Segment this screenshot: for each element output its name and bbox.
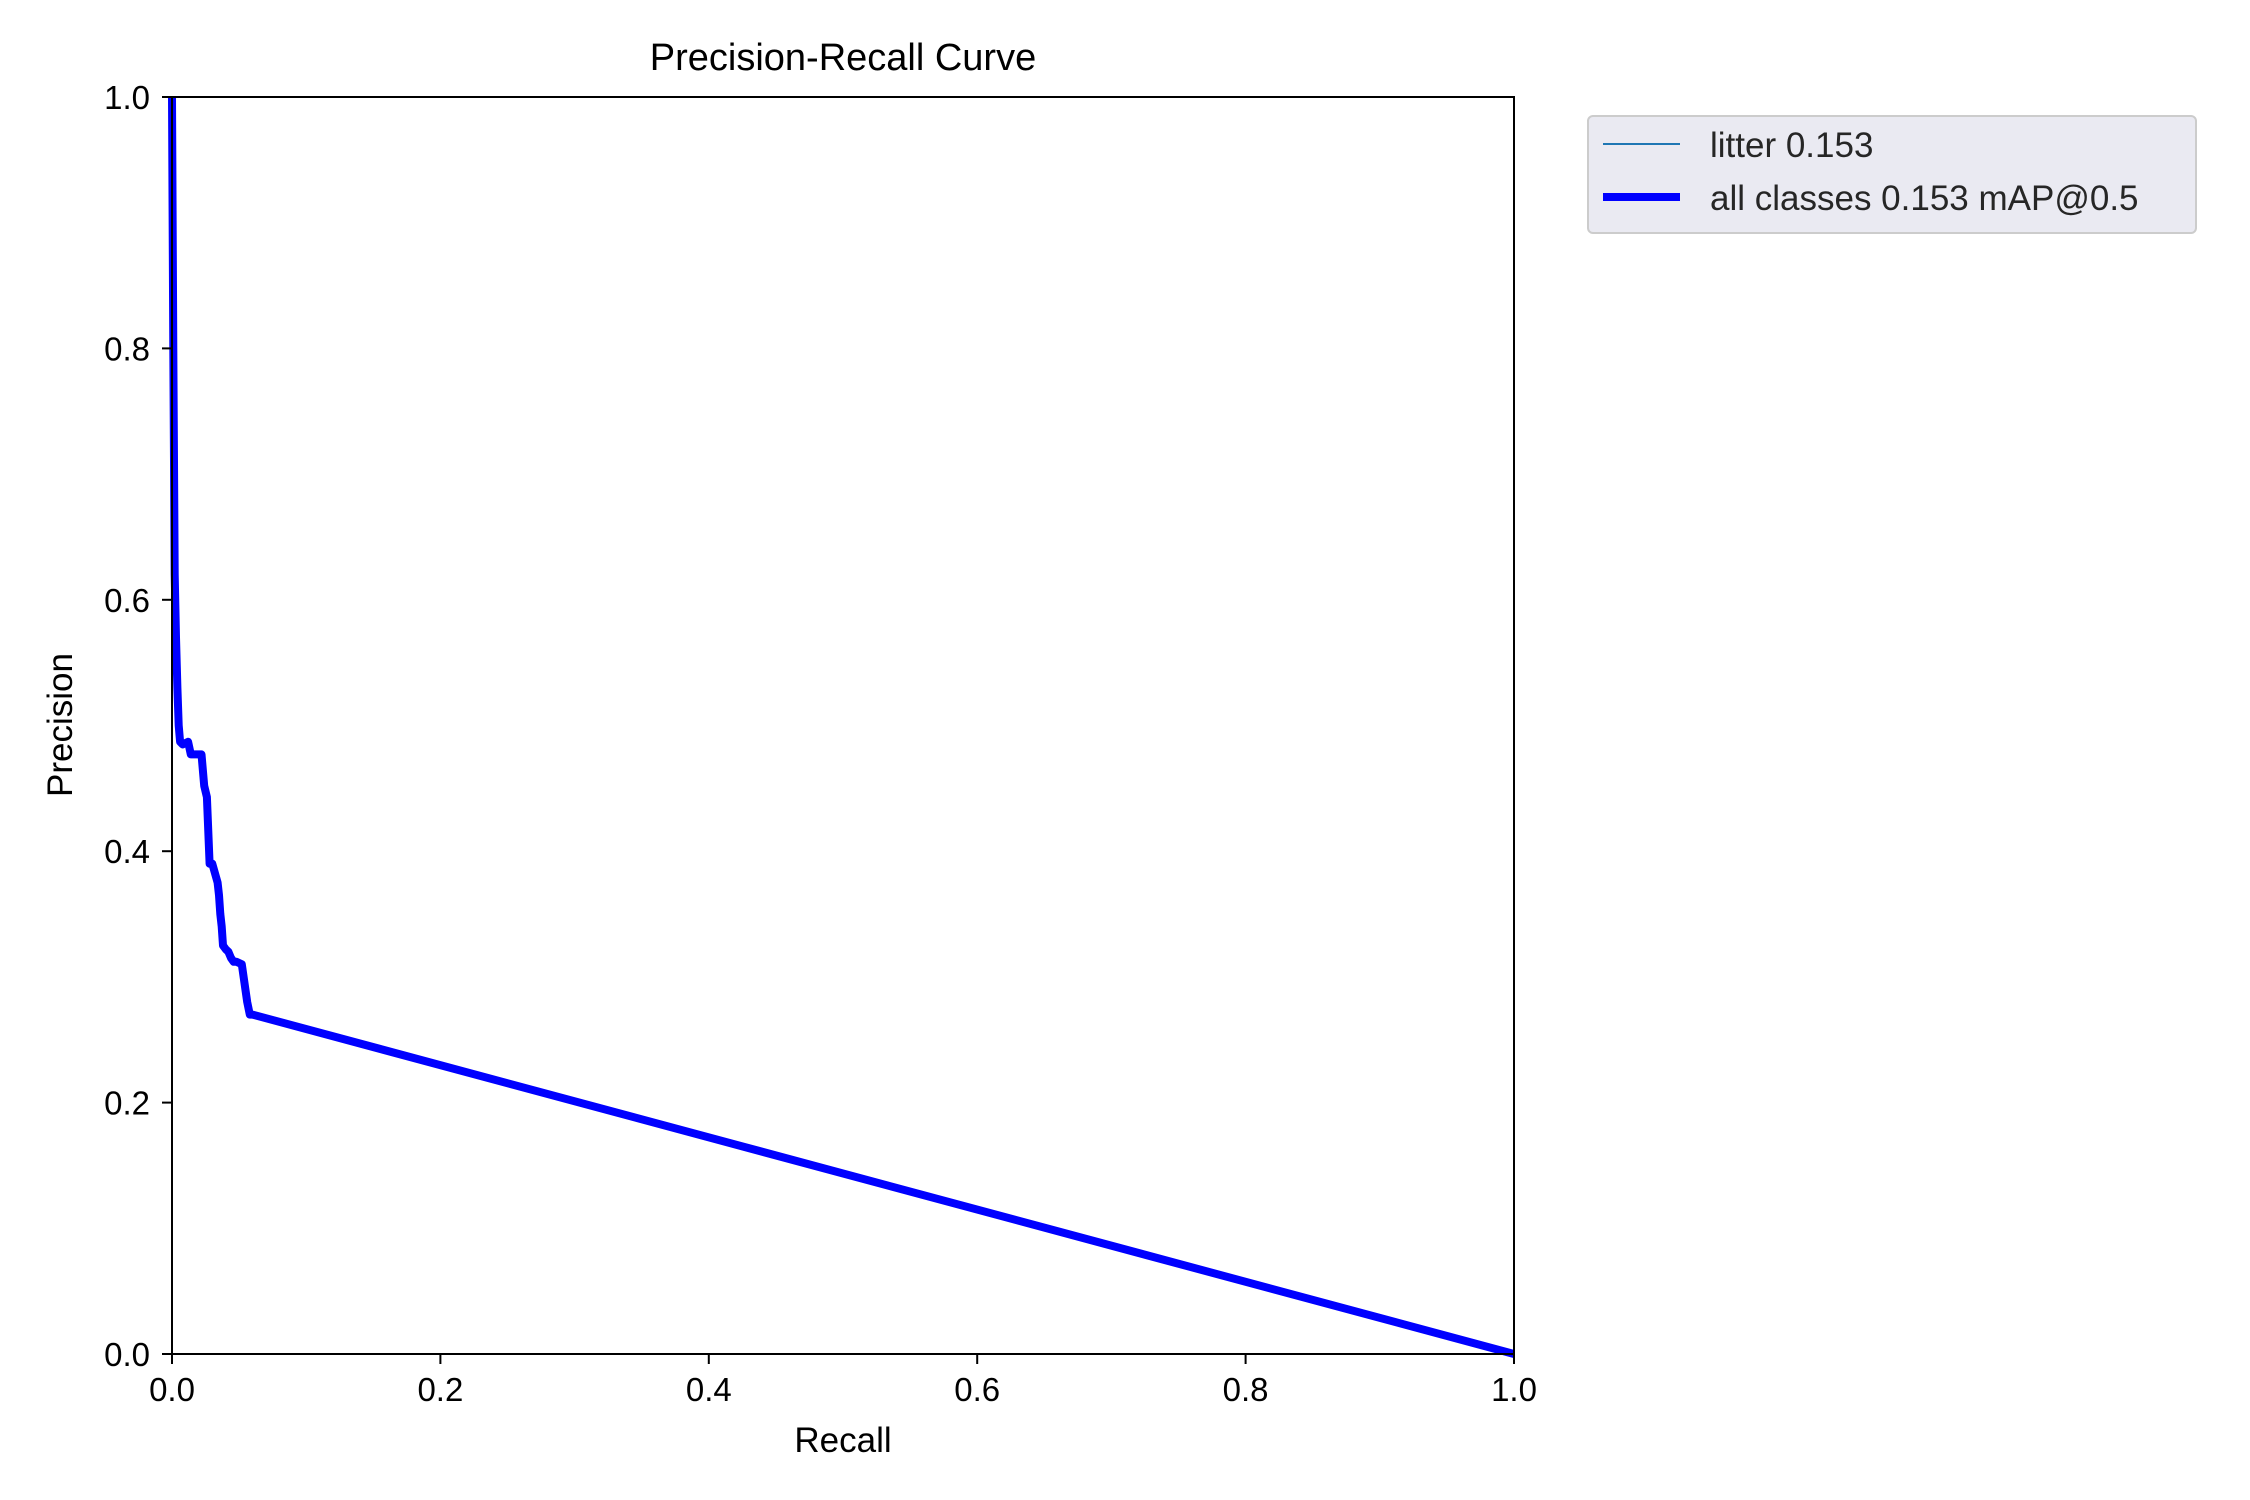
y-tick-label: 0.6 [104,582,150,619]
chart-title: Precision-Recall Curve [650,37,1036,79]
plot-area [172,97,1514,1354]
y-axis-title: Precision [41,653,80,797]
x-tick-label: 0.6 [954,1371,1000,1408]
legend-label-all-classes: all classes 0.153 mAP@0.5 [1710,179,2139,218]
x-tick-label: 0.8 [1223,1371,1269,1408]
x-tick-label: 0.2 [417,1371,463,1408]
x-tick-label: 0.4 [686,1371,732,1408]
y-tick-label: 0.8 [104,330,150,367]
x-tick-label: 0.0 [149,1371,195,1408]
legend: litter 0.153 all classes 0.153 mAP@0.5 [1587,115,2197,234]
series-line-all-classes [168,96,1516,1358]
x-axis-title: Recall [794,1421,891,1460]
y-tick-label: 0.2 [104,1085,150,1122]
legend-box [1587,115,2197,234]
plot-frame [171,96,1515,1355]
y-tick-label: 0.4 [104,833,150,870]
y-tick-label: 0.0 [104,1336,150,1373]
x-axis: 0.0 0.2 0.4 0.6 0.8 1.0 [149,1354,1537,1408]
y-tick-label: 1.0 [104,79,150,116]
series-layer [168,96,1516,1358]
x-tick-label: 1.0 [1491,1371,1537,1408]
legend-label-litter: litter 0.153 [1710,126,1873,165]
y-axis: 0.0 0.2 0.4 0.6 0.8 1.0 [104,79,172,1373]
